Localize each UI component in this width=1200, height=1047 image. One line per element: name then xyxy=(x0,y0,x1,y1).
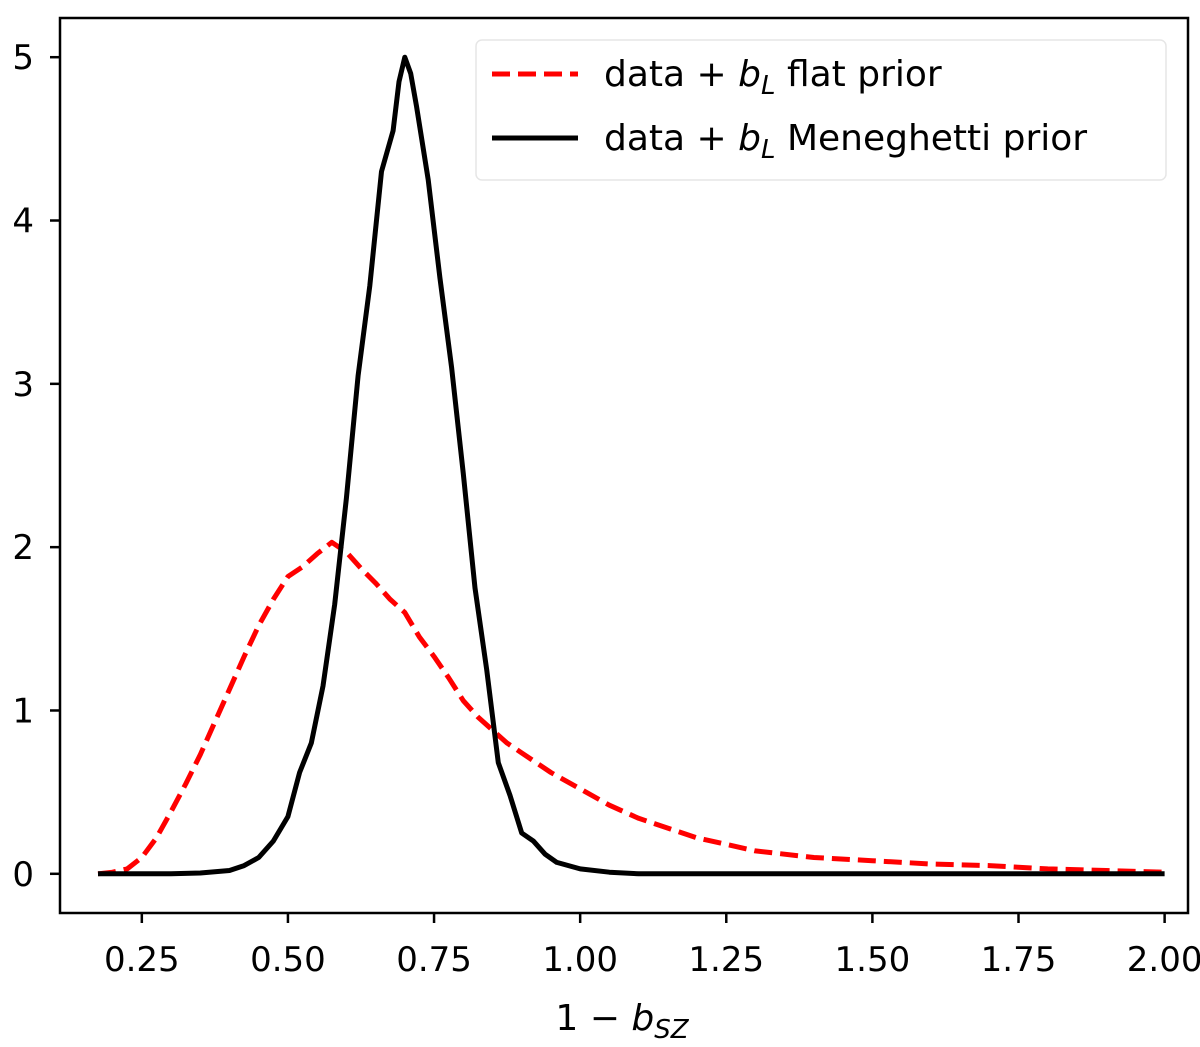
x-tick-label: 1.00 xyxy=(542,940,618,980)
legend: data + bL flat prior data + bL Meneghett… xyxy=(475,39,1167,181)
legend-label-flat-prior-prefix: data + xyxy=(604,54,738,95)
plot-frame xyxy=(58,16,1190,915)
legend-label-flat-prior-base: b xyxy=(738,54,761,95)
y-tick-label: 3 xyxy=(12,365,34,405)
x-axis-label-base: b xyxy=(631,998,654,1039)
x-tick-label: 1.75 xyxy=(981,940,1057,980)
y-tick-label: 4 xyxy=(12,202,34,242)
x-axis-label: 1 − bSZ xyxy=(555,998,689,1045)
y-tick-label: 5 xyxy=(12,38,34,78)
legend-label-meneghetti-prior: data + bL Meneghetti prior xyxy=(604,118,1087,165)
legend-frame xyxy=(475,39,1167,181)
legend-label-flat-prior-suffix: flat prior xyxy=(776,54,942,95)
x-tick-label: 0.25 xyxy=(104,940,180,980)
legend-label-meneghetti-prior-base: b xyxy=(738,118,761,159)
legend-label-meneghetti-prior-sub: L xyxy=(761,135,776,165)
y-tick-label: 0 xyxy=(12,855,34,895)
series-line-1 xyxy=(98,54,1165,877)
x-axis-label-prefix: 1 − xyxy=(555,998,631,1039)
x-tick-label: 0.75 xyxy=(396,940,472,980)
legend-label-flat-prior-sub: L xyxy=(761,71,776,101)
x-tick-label: 1.50 xyxy=(835,940,911,980)
x-tick-label: 0.50 xyxy=(250,940,326,980)
y-tick-label: 1 xyxy=(12,691,34,731)
legend-label-meneghetti-prior-suffix: Meneghetti prior xyxy=(776,118,1088,159)
axes-layer xyxy=(58,16,1190,915)
legend-label-meneghetti-prior-prefix: data + xyxy=(604,118,738,159)
y-tick-label: 2 xyxy=(12,528,34,568)
x-tick-label: 2.00 xyxy=(1127,940,1200,980)
ticks-layer: 0.25 0.50 0.75 1.00 1.25 1.50 1.75 2.00 0 1 2 3 4 5 xyxy=(12,38,1200,980)
series-line-0 xyxy=(97,539,1165,877)
x-axis-label-sub: SZ xyxy=(654,1015,690,1045)
series-layer xyxy=(97,54,1165,877)
legend-label-flat-prior: data + bL flat prior xyxy=(604,54,942,101)
x-tick-label: 1.25 xyxy=(688,940,764,980)
